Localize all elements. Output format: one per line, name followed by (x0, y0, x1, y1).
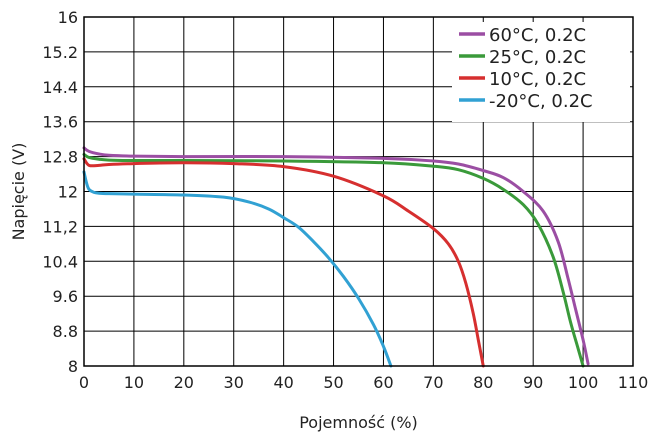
axes: 0 10 20 30 40 50 60 70 80 90 100 110 8 8.8 9.6 10.4 11,2… (42, 8, 648, 392)
y-tick-label: 8.8 (53, 322, 78, 341)
y-axis-label: Napięcie (V) (9, 143, 28, 241)
y-tick-label: 16 (58, 8, 78, 27)
y-tick-label: 13.6 (42, 113, 78, 132)
x-axis-label: Pojemność (%) (299, 413, 418, 432)
x-tick-label: 60 (373, 373, 393, 392)
y-tick-label: 10.4 (42, 252, 78, 271)
x-tick-label: 50 (323, 373, 343, 392)
legend-label: 10°C, 0.2C (489, 69, 586, 90)
legend-background (452, 22, 630, 122)
legend-label: 60°C, 0.2C (489, 25, 586, 46)
legend-label: -20°C, 0.2C (489, 91, 593, 112)
y-tick-label: 12 (58, 183, 78, 202)
series-lines (82, 146, 590, 368)
x-tick-label: 100 (568, 373, 599, 392)
series-line-2 (82, 152, 585, 368)
x-tick-label: 90 (523, 373, 543, 392)
y-tick-label: 14.4 (42, 78, 78, 97)
x-tick-label: 10 (124, 373, 144, 392)
y-tick-label: 8 (68, 357, 78, 376)
x-tick-label: 80 (473, 373, 493, 392)
x-tick-label: 70 (423, 373, 443, 392)
x-tick-label: 0 (79, 373, 89, 392)
y-tick-label: 12.8 (42, 148, 78, 167)
series-line-4 (82, 170, 393, 368)
series-line-1 (82, 146, 590, 366)
y-tick-label: 9.6 (53, 287, 78, 306)
y-tick-label: 15.2 (42, 43, 78, 62)
y-tick-label: 11,2 (42, 217, 78, 236)
legend-label: 25°C, 0.2C (489, 47, 586, 68)
series-line-3 (82, 157, 485, 368)
x-tick-label: 40 (273, 373, 293, 392)
x-tick-label: 20 (174, 373, 194, 392)
plot-frame (83, 16, 634, 367)
x-tick-label: 110 (618, 373, 649, 392)
x-tick-label: 30 (224, 373, 244, 392)
